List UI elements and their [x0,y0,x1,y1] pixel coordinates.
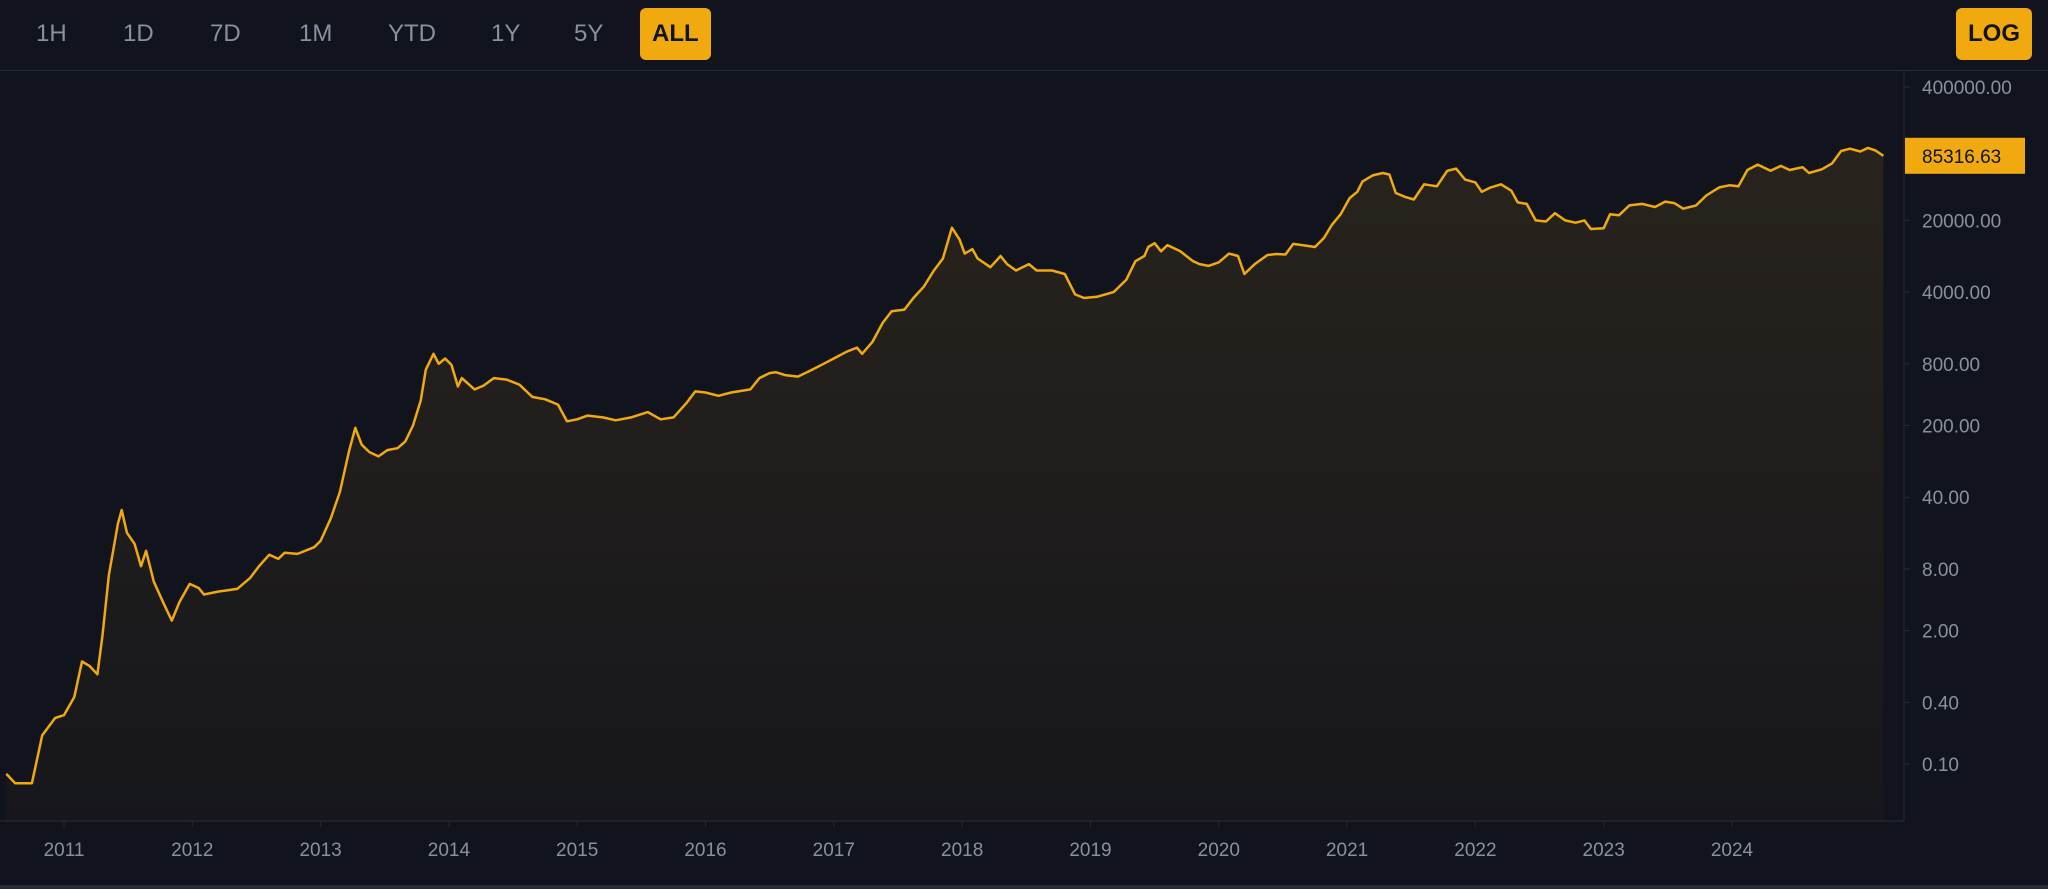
y-tick-label: 8.00 [1922,560,1959,581]
y-tick-label: 40.00 [1922,488,1970,509]
y-tick-label: 20000.00 [1922,211,2001,232]
y-tick-label: 2.00 [1922,622,1959,643]
x-tick-label: 2018 [941,840,983,861]
range-button-ytd[interactable]: YTD [388,20,436,47]
x-tick-label: 2013 [299,840,341,861]
x-tick-label: 2015 [556,840,598,861]
current-price-label: 85316.63 [1922,147,2001,168]
price-area-fill [6,147,1884,821]
range-button-7d[interactable]: 7D [210,20,241,47]
x-tick-label: 2021 [1326,840,1368,861]
x-tick-label: 2012 [171,840,213,861]
x-tick-label: 2024 [1711,840,1754,861]
x-tick-label: 2011 [44,840,85,861]
y-tick-label: 400000.00 [1922,78,2012,99]
x-tick-label: 2014 [428,840,471,861]
x-tick-label: 2017 [813,840,855,861]
x-tick-label: 2022 [1454,840,1496,861]
x-tick-label: 2019 [1069,840,1111,861]
bottom-divider [0,885,2048,889]
price-line [5,146,1885,785]
range-button-1y[interactable]: 1Y [491,20,521,47]
range-button-1m[interactable]: 1M [299,20,333,47]
price-chart: 400000.00 20000.00 4000.00 800.00 200.00 40.0… [0,71,2025,861]
range-button-1d[interactable]: 1D [123,20,154,47]
range-button-1h[interactable]: 1H [36,20,67,47]
y-tick-label: 800.00 [1922,355,1980,376]
y-tick-label: 0.40 [1922,693,1959,714]
y-tick-label: 200.00 [1922,417,1980,438]
x-tick-label: 2016 [684,840,726,861]
range-button-5y[interactable]: 5Y [574,20,604,47]
current-price-badge [1905,137,2025,174]
log-scale-toggle-button[interactable]: LOG [1956,8,2032,60]
toolbar: 1H 1D 7D 1M YTD 1Y 5Y ALL LOG [0,0,2048,71]
y-tick-label: 4000.00 [1922,283,1991,304]
x-tick-label: 2023 [1583,840,1625,861]
range-button-all[interactable]: ALL [640,8,711,60]
y-tick-label: 0.10 [1922,755,1959,776]
x-tick-label: 2020 [1198,840,1240,861]
